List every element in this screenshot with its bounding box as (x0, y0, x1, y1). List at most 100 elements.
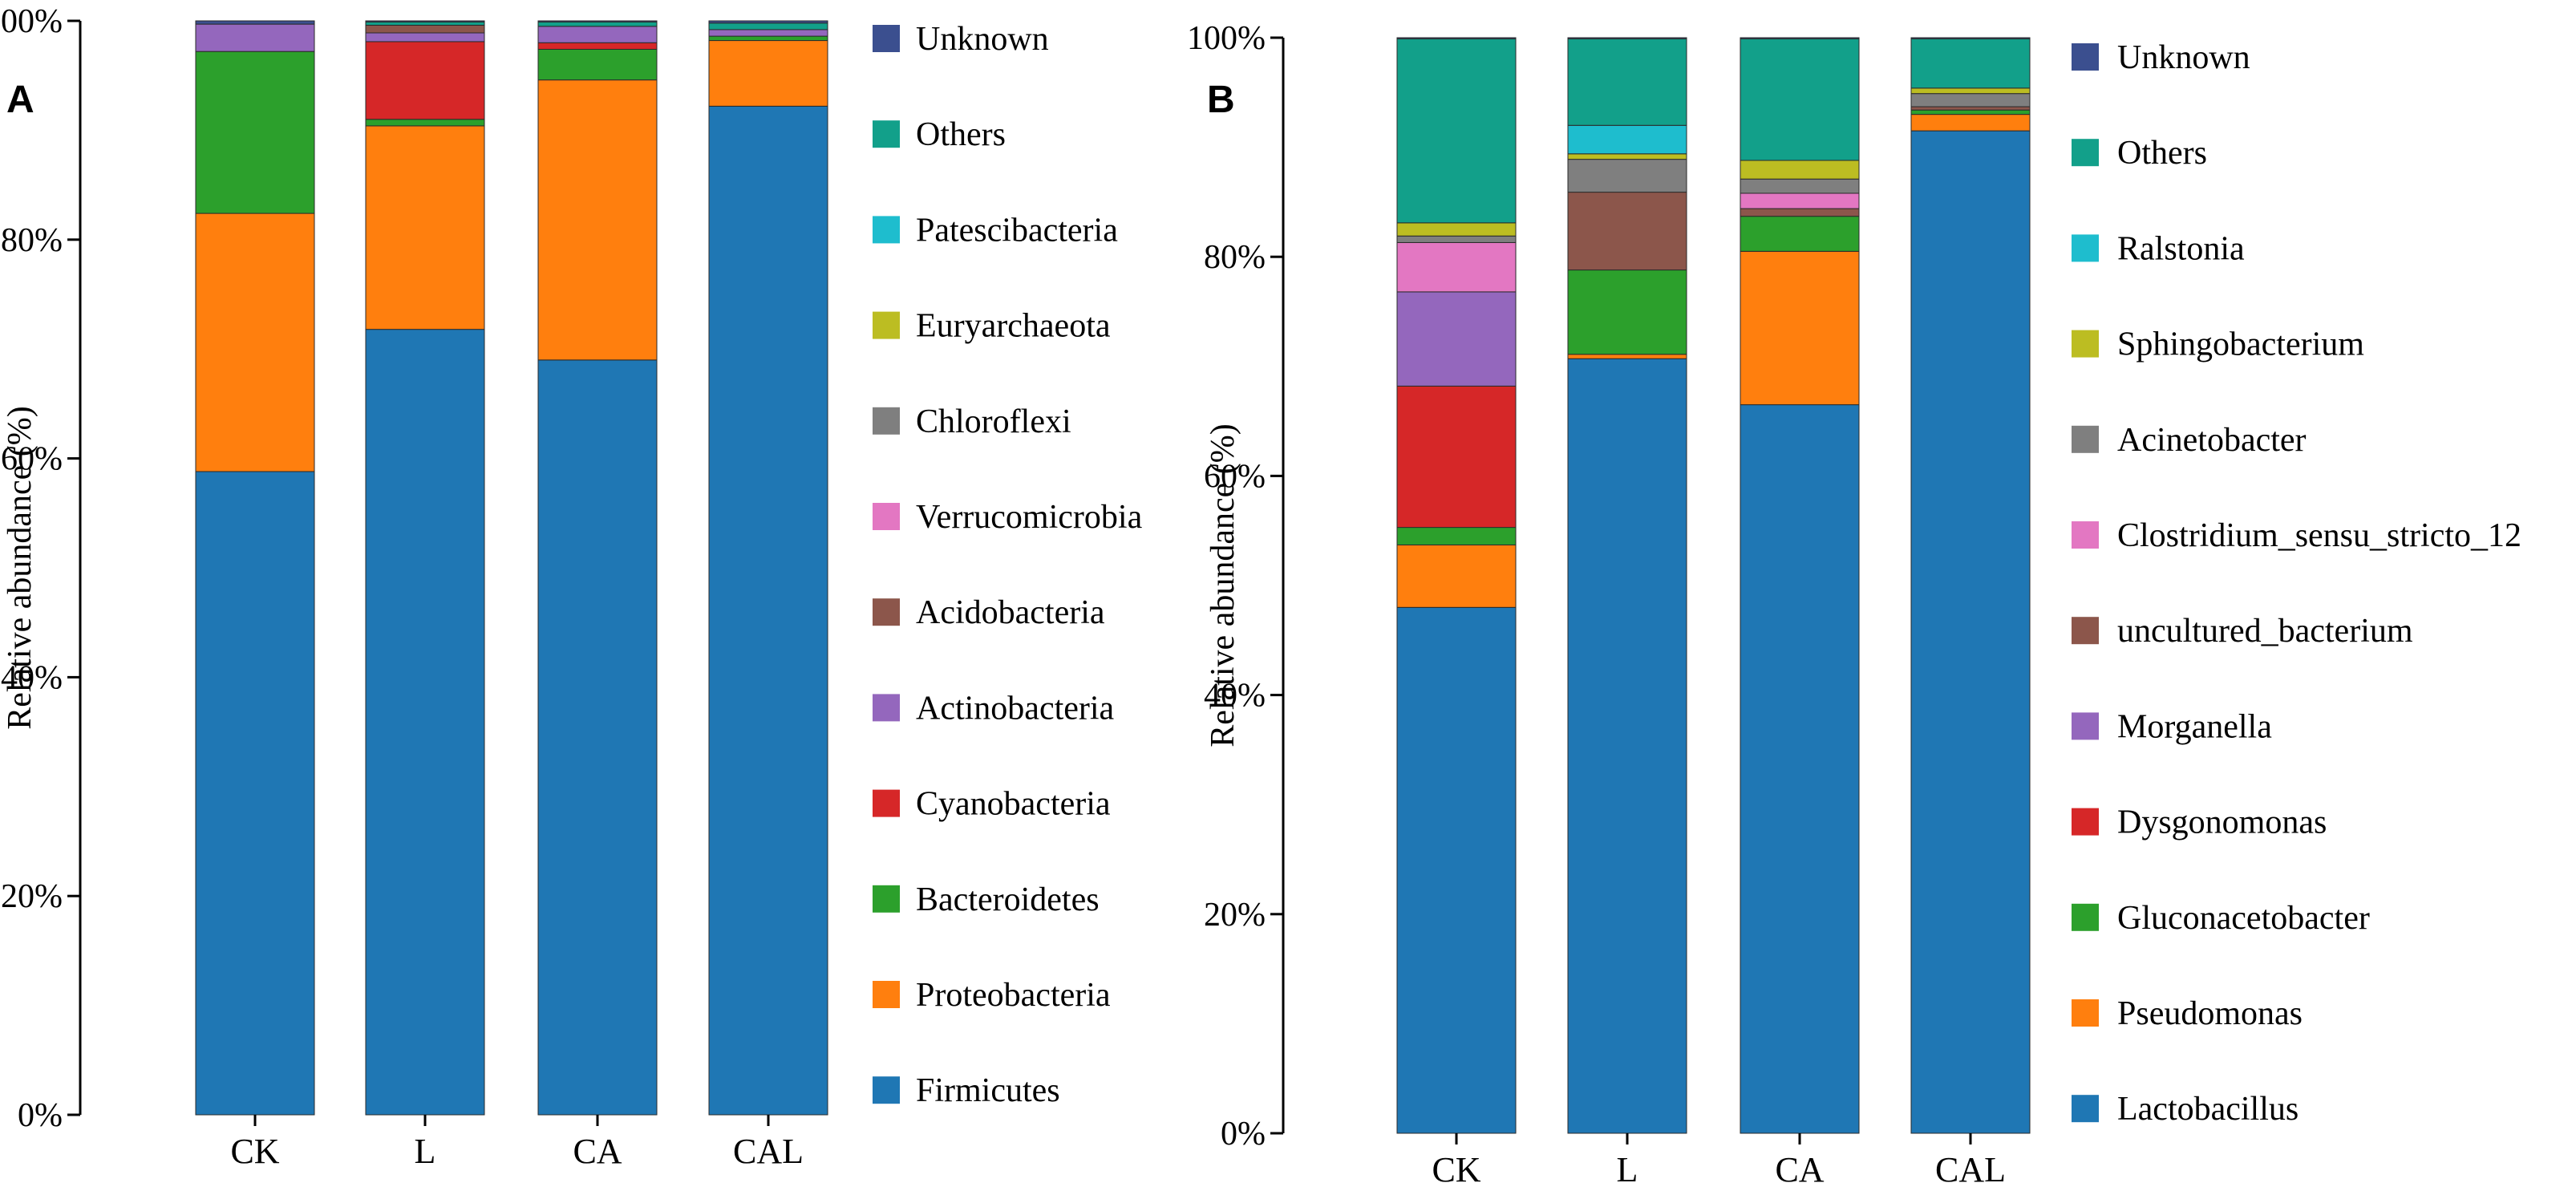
legend-label-morganella: Morganella (2117, 708, 2272, 745)
panel-b-y-tick-label: 20% (1204, 897, 1266, 934)
bar-segment-l-others (1567, 38, 1687, 126)
bar-segment-ca-others (537, 21, 658, 27)
bar-segment-ca-proteobacteria (537, 79, 658, 361)
bar-segment-cal-others (708, 22, 828, 30)
bar-segment-cal-gluconacetobacter (1910, 109, 2031, 115)
panel-b-chart: B 0% 20% 40% 60% 80% 100% Relative abundance (… (1187, 20, 2521, 1189)
panel-b-letter: B (1207, 79, 1235, 121)
panel-a-category-label: L (415, 1132, 436, 1171)
bar-segment-l-pseudomonas (1567, 354, 1687, 359)
legend-swatch-unknown (2072, 43, 2099, 71)
panel-b-y-tick-label: 40% (1204, 678, 1266, 715)
bar-segment-l-unknown (365, 20, 485, 22)
bar-segment-l-sphingobacterium (1567, 153, 1687, 160)
panel-b-category-label: CAL (1935, 1150, 2006, 1189)
bar-segment-l-uncultured_bacterium (1567, 192, 1687, 271)
legend-swatch-others (2072, 139, 2099, 167)
legend-swatch-unknown (873, 25, 900, 52)
panel-a-y-tick-label: 100% (0, 3, 63, 40)
bar-segment-ck-actinobacteria (195, 23, 315, 52)
bar-segment-ca-pseudomonas (1740, 250, 1860, 406)
panel-b-y-axis-label: Relative abundance (%) (1205, 423, 1241, 747)
legend-swatch-patescibacteria (873, 216, 900, 244)
legend-swatch-others (873, 120, 900, 148)
bar-segment-l-proteobacteria (365, 125, 485, 330)
legend-swatch-gluconacetobacter (2072, 903, 2099, 931)
panel-a-y-axis-label: Relative abundance (%) (2, 406, 38, 729)
panel-b-y-tick-label: 0% (1221, 1116, 1266, 1153)
bar-segment-l-acinetobacter (1567, 159, 1687, 193)
bar-segment-ck-unknown (195, 20, 315, 25)
legend-label-sphingobacterium: Sphingobacterium (2117, 326, 2364, 363)
bar-segment-l-firmicutes (365, 329, 485, 1116)
bar-segment-cal-firmicutes (708, 105, 828, 1116)
legend-swatch-cyanobacteria (873, 789, 900, 817)
bar-segment-ca-unknown (537, 20, 658, 22)
legend-swatch-actinobacteria (873, 694, 900, 722)
bar-segment-ca-firmicutes (537, 359, 658, 1116)
bar-segment-ck-lactobacillus (1396, 606, 1517, 1134)
bar-segment-ck-morganella (1396, 291, 1517, 387)
bar-segment-l-acidobacteria (365, 24, 485, 34)
panel-a-y-tick-label: 40% (1, 659, 63, 696)
legend-swatch-dysgonomonas (2072, 808, 2099, 836)
legend-label-proteobacteria: Proteobacteria (916, 977, 1111, 1014)
legend-swatch-acidobacteria (873, 598, 900, 626)
panel-a-y-tick-label: 80% (1, 222, 63, 259)
legend-label-ralstonia: Ralstonia (2117, 230, 2245, 267)
bar-segment-l-ralstonia (1567, 124, 1687, 155)
bar-segment-cal-bacteroidetes (708, 35, 828, 42)
panel-a-y-tick-label: 0% (18, 1097, 63, 1134)
bar-segment-ca-actinobacteria (537, 26, 658, 43)
bar-segment-ca-others (1740, 38, 1860, 161)
bar-segment-ca-cyanobacteria (537, 42, 658, 50)
panel-a-y-tick-label: 20% (1, 878, 63, 915)
legend-label-gluconacetobacter: Gluconacetobacter (2117, 900, 2370, 937)
legend-label-clostridium_sensu_stricto_12: Clostridium_sensu_stricto_12 (2117, 517, 2521, 554)
legend-label-lactobacillus: Lactobacillus (2117, 1091, 2299, 1128)
legend-swatch-lactobacillus (2072, 1095, 2099, 1123)
legend-swatch-sphingobacterium (2072, 330, 2099, 358)
bar-segment-l-gluconacetobacter (1567, 269, 1687, 355)
legend-swatch-clostridium_sensu_stricto_12 (2072, 521, 2099, 549)
panel-a-y-tick-label: 60% (1, 441, 63, 478)
panel-b-category-label: CK (1432, 1150, 1480, 1189)
legend-swatch-proteobacteria (873, 981, 900, 1008)
legend-label-patescibacteria: Patescibacteria (916, 212, 1118, 249)
bar-segment-ck-others (1396, 38, 1517, 224)
bar-segment-cal-proteobacteria (708, 40, 828, 107)
legend-swatch-bacteroidetes (873, 885, 900, 913)
panel-b-category-label: CA (1775, 1150, 1824, 1189)
legend-label-acinetobacter: Acinetobacter (2117, 422, 2307, 459)
bar-segment-ca-bacteroidetes (537, 48, 658, 81)
legend-label-uncultured_bacterium: uncultured_bacterium (2117, 613, 2413, 650)
legend-swatch-chloroflexi (873, 407, 900, 435)
bar-segment-l-lactobacillus (1567, 358, 1687, 1134)
bar-segment-l-bacteroidetes (365, 119, 485, 127)
bar-segment-ca-lactobacillus (1740, 404, 1860, 1134)
panel-a-category-label: CA (573, 1132, 622, 1171)
legend-label-euryarchaeota: Euryarchaeota (916, 308, 1111, 345)
legend-label-firmicutes: Firmicutes (916, 1072, 1060, 1109)
bar-segment-l-cyanobacteria (365, 41, 485, 120)
panel-a-letter: A (6, 79, 34, 121)
panel-a-category-label: CAL (733, 1132, 804, 1171)
bar-segment-l-others (365, 21, 485, 26)
legend-label-chloroflexi: Chloroflexi (916, 403, 1071, 440)
bar-segment-cal-pseudomonas (1910, 114, 2031, 132)
bar-segment-ck-dysgonomonas (1396, 385, 1517, 529)
bar-segment-ck-clostridium_sensu_stricto_12 (1396, 241, 1517, 293)
legend-label-acidobacteria: Acidobacteria (916, 594, 1105, 631)
legend-label-unknown: Unknown (2117, 39, 2250, 76)
bar-segment-l-actinobacteria (365, 32, 485, 43)
bar-segment-ck-firmicutes (195, 471, 315, 1116)
legend-label-others: Others (2117, 135, 2207, 172)
panel-a-chart: A 0% 20% 40% 60% 80% 100% Relative abundance (… (0, 3, 1143, 1171)
bar-segment-cal-acinetobacter (1910, 93, 2031, 107)
bar-segment-ca-sphingobacterium (1740, 160, 1860, 180)
legend-label-cyanobacteria: Cyanobacteria (916, 786, 1111, 823)
legend-swatch-verrucomicrobia (873, 503, 900, 530)
bar-segment-ck-sphingobacterium (1396, 222, 1517, 237)
bar-segment-cal-others (1910, 38, 2031, 89)
